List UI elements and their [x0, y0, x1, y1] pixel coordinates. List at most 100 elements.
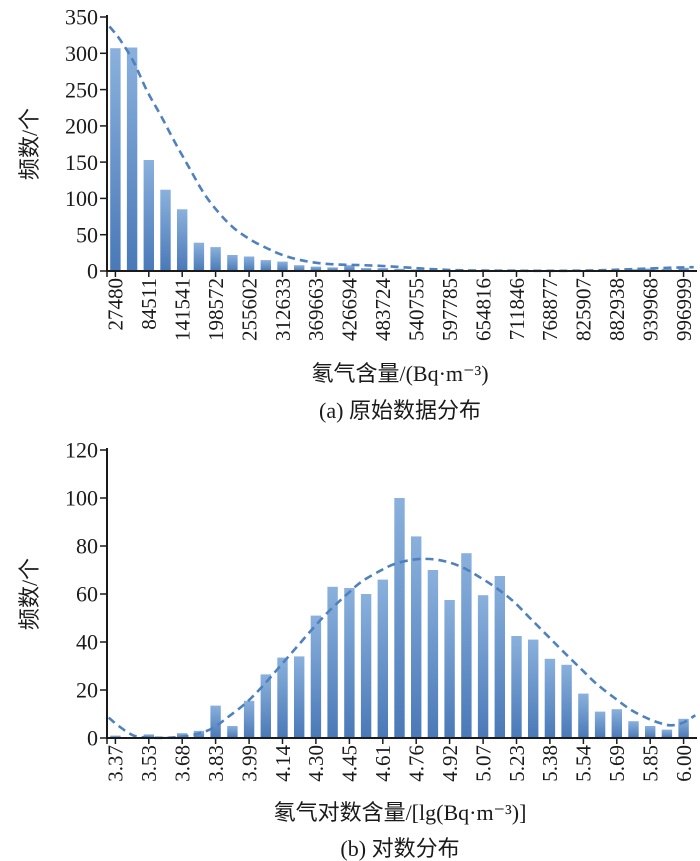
x-tick-label: 5.23 — [505, 745, 529, 782]
bar — [177, 209, 188, 271]
bar — [193, 242, 205, 271]
y-tick-label: 0 — [87, 726, 98, 751]
x-tick-label: 3.53 — [137, 745, 161, 782]
x-tick-label: 4.76 — [405, 745, 429, 782]
bar — [394, 268, 405, 271]
chart-b-caption: (b) 对数分布 — [340, 836, 460, 861]
bar — [243, 256, 255, 271]
y-tick-label: 50 — [76, 222, 98, 247]
bar — [227, 726, 238, 738]
bar — [294, 656, 305, 738]
bar — [310, 266, 322, 271]
x-tick-label: 4.45 — [338, 745, 362, 782]
y-tick-label: 300 — [65, 41, 98, 66]
bar — [628, 721, 639, 738]
y-tick-label: 40 — [76, 630, 98, 655]
x-tick-label: 996999 — [672, 278, 696, 341]
bars-group — [110, 498, 689, 738]
x-axis: 27480 84511 141541 198572 255602 312633 369663… — [104, 271, 696, 341]
x-tick-label: 654816 — [471, 278, 495, 341]
chart-a-x-axis-title: 氡气含量/(Bq·m⁻³) — [311, 361, 489, 386]
bar — [110, 48, 121, 272]
y-tick-label: 20 — [76, 678, 98, 703]
bar — [110, 735, 121, 738]
bar — [544, 658, 556, 738]
bar — [645, 726, 656, 738]
bar — [344, 588, 355, 738]
x-tick-label: 5.38 — [538, 745, 562, 782]
bar — [160, 189, 171, 271]
x-tick-label: 3.99 — [237, 745, 261, 782]
y-tick-label: 60 — [76, 582, 98, 607]
bar — [327, 586, 338, 738]
bar — [394, 498, 405, 738]
x-axis: 3.37 3.53 3.68 3.83 3.99 4.14 4.30 4.45 4.61 4.76… — [104, 738, 696, 782]
chart-a-plot: 0 50 100 150 200 250 300 350 27480 84511 141541 198… — [65, 5, 697, 341]
bar — [645, 268, 656, 271]
y-tick-label: 0 — [87, 259, 98, 284]
bar — [360, 594, 372, 738]
bar — [461, 553, 472, 738]
x-tick-label: 597785 — [438, 278, 462, 341]
x-tick-label: 4.61 — [371, 745, 395, 782]
x-tick-label: 4.92 — [438, 745, 462, 782]
x-tick-label: 6.00 — [672, 745, 696, 782]
bar — [477, 595, 489, 738]
bar — [277, 261, 288, 271]
chart-b-plot: 0 20 40 60 80 100 120 3.37 3.53 3.68 3.83 3.99 4.14 4… — [65, 438, 697, 782]
x-tick-label: 825907 — [572, 278, 596, 341]
bar — [243, 700, 255, 738]
bar — [611, 709, 622, 738]
bar — [494, 576, 505, 738]
chart-a-caption: (a) 原始数据分布 — [319, 398, 481, 423]
bar — [327, 267, 338, 271]
x-tick-label: 369663 — [304, 278, 328, 341]
y-tick-label: 250 — [65, 77, 98, 102]
y-axis: 0 50 100 150 200 250 300 350 — [65, 5, 107, 284]
y-tick-label: 150 — [65, 150, 98, 175]
x-tick-label: 312633 — [271, 278, 295, 341]
x-tick-label: 483724 — [371, 278, 395, 342]
x-tick-label: 255602 — [237, 278, 261, 341]
x-tick-label: 3.37 — [104, 745, 128, 782]
x-tick-label: 768877 — [538, 278, 562, 341]
bar — [661, 268, 673, 271]
x-tick-label: 4.14 — [271, 745, 295, 782]
bar — [377, 268, 388, 271]
chart-b-x-axis-title: 氡气对数含量/[lg(Bq·m⁻³)] — [273, 800, 527, 825]
bar — [427, 570, 439, 738]
bar — [277, 657, 288, 738]
x-tick-label: 84511 — [137, 278, 161, 330]
x-tick-label: 882938 — [605, 278, 629, 341]
bar — [210, 705, 221, 738]
bar — [260, 674, 271, 738]
x-tick-label: 3.83 — [204, 745, 228, 782]
bar — [661, 729, 673, 738]
x-tick-label: 426694 — [338, 278, 362, 342]
bars-group — [110, 47, 689, 272]
bar — [561, 664, 572, 738]
bar — [210, 247, 221, 271]
bar — [310, 615, 322, 738]
y-tick-label: 80 — [76, 534, 98, 559]
y-tick-label: 200 — [65, 114, 98, 139]
x-tick-label: 5.07 — [471, 745, 495, 782]
y-axis: 0 20 40 60 80 100 120 — [65, 438, 107, 751]
bar — [528, 639, 539, 738]
x-tick-label: 540755 — [405, 278, 429, 341]
bar — [377, 579, 388, 738]
y-tick-label: 100 — [65, 486, 98, 511]
x-tick-label: 939968 — [639, 278, 663, 341]
bar — [227, 255, 238, 271]
bar — [360, 268, 372, 271]
y-tick-label: 100 — [65, 186, 98, 211]
bar — [126, 47, 138, 271]
bar — [411, 536, 422, 738]
fit-curve — [107, 557, 696, 740]
bar — [678, 718, 689, 738]
bar — [678, 267, 689, 271]
bar — [578, 693, 589, 738]
x-tick-label: 141541 — [171, 278, 195, 341]
y-tick-label: 350 — [65, 5, 98, 30]
